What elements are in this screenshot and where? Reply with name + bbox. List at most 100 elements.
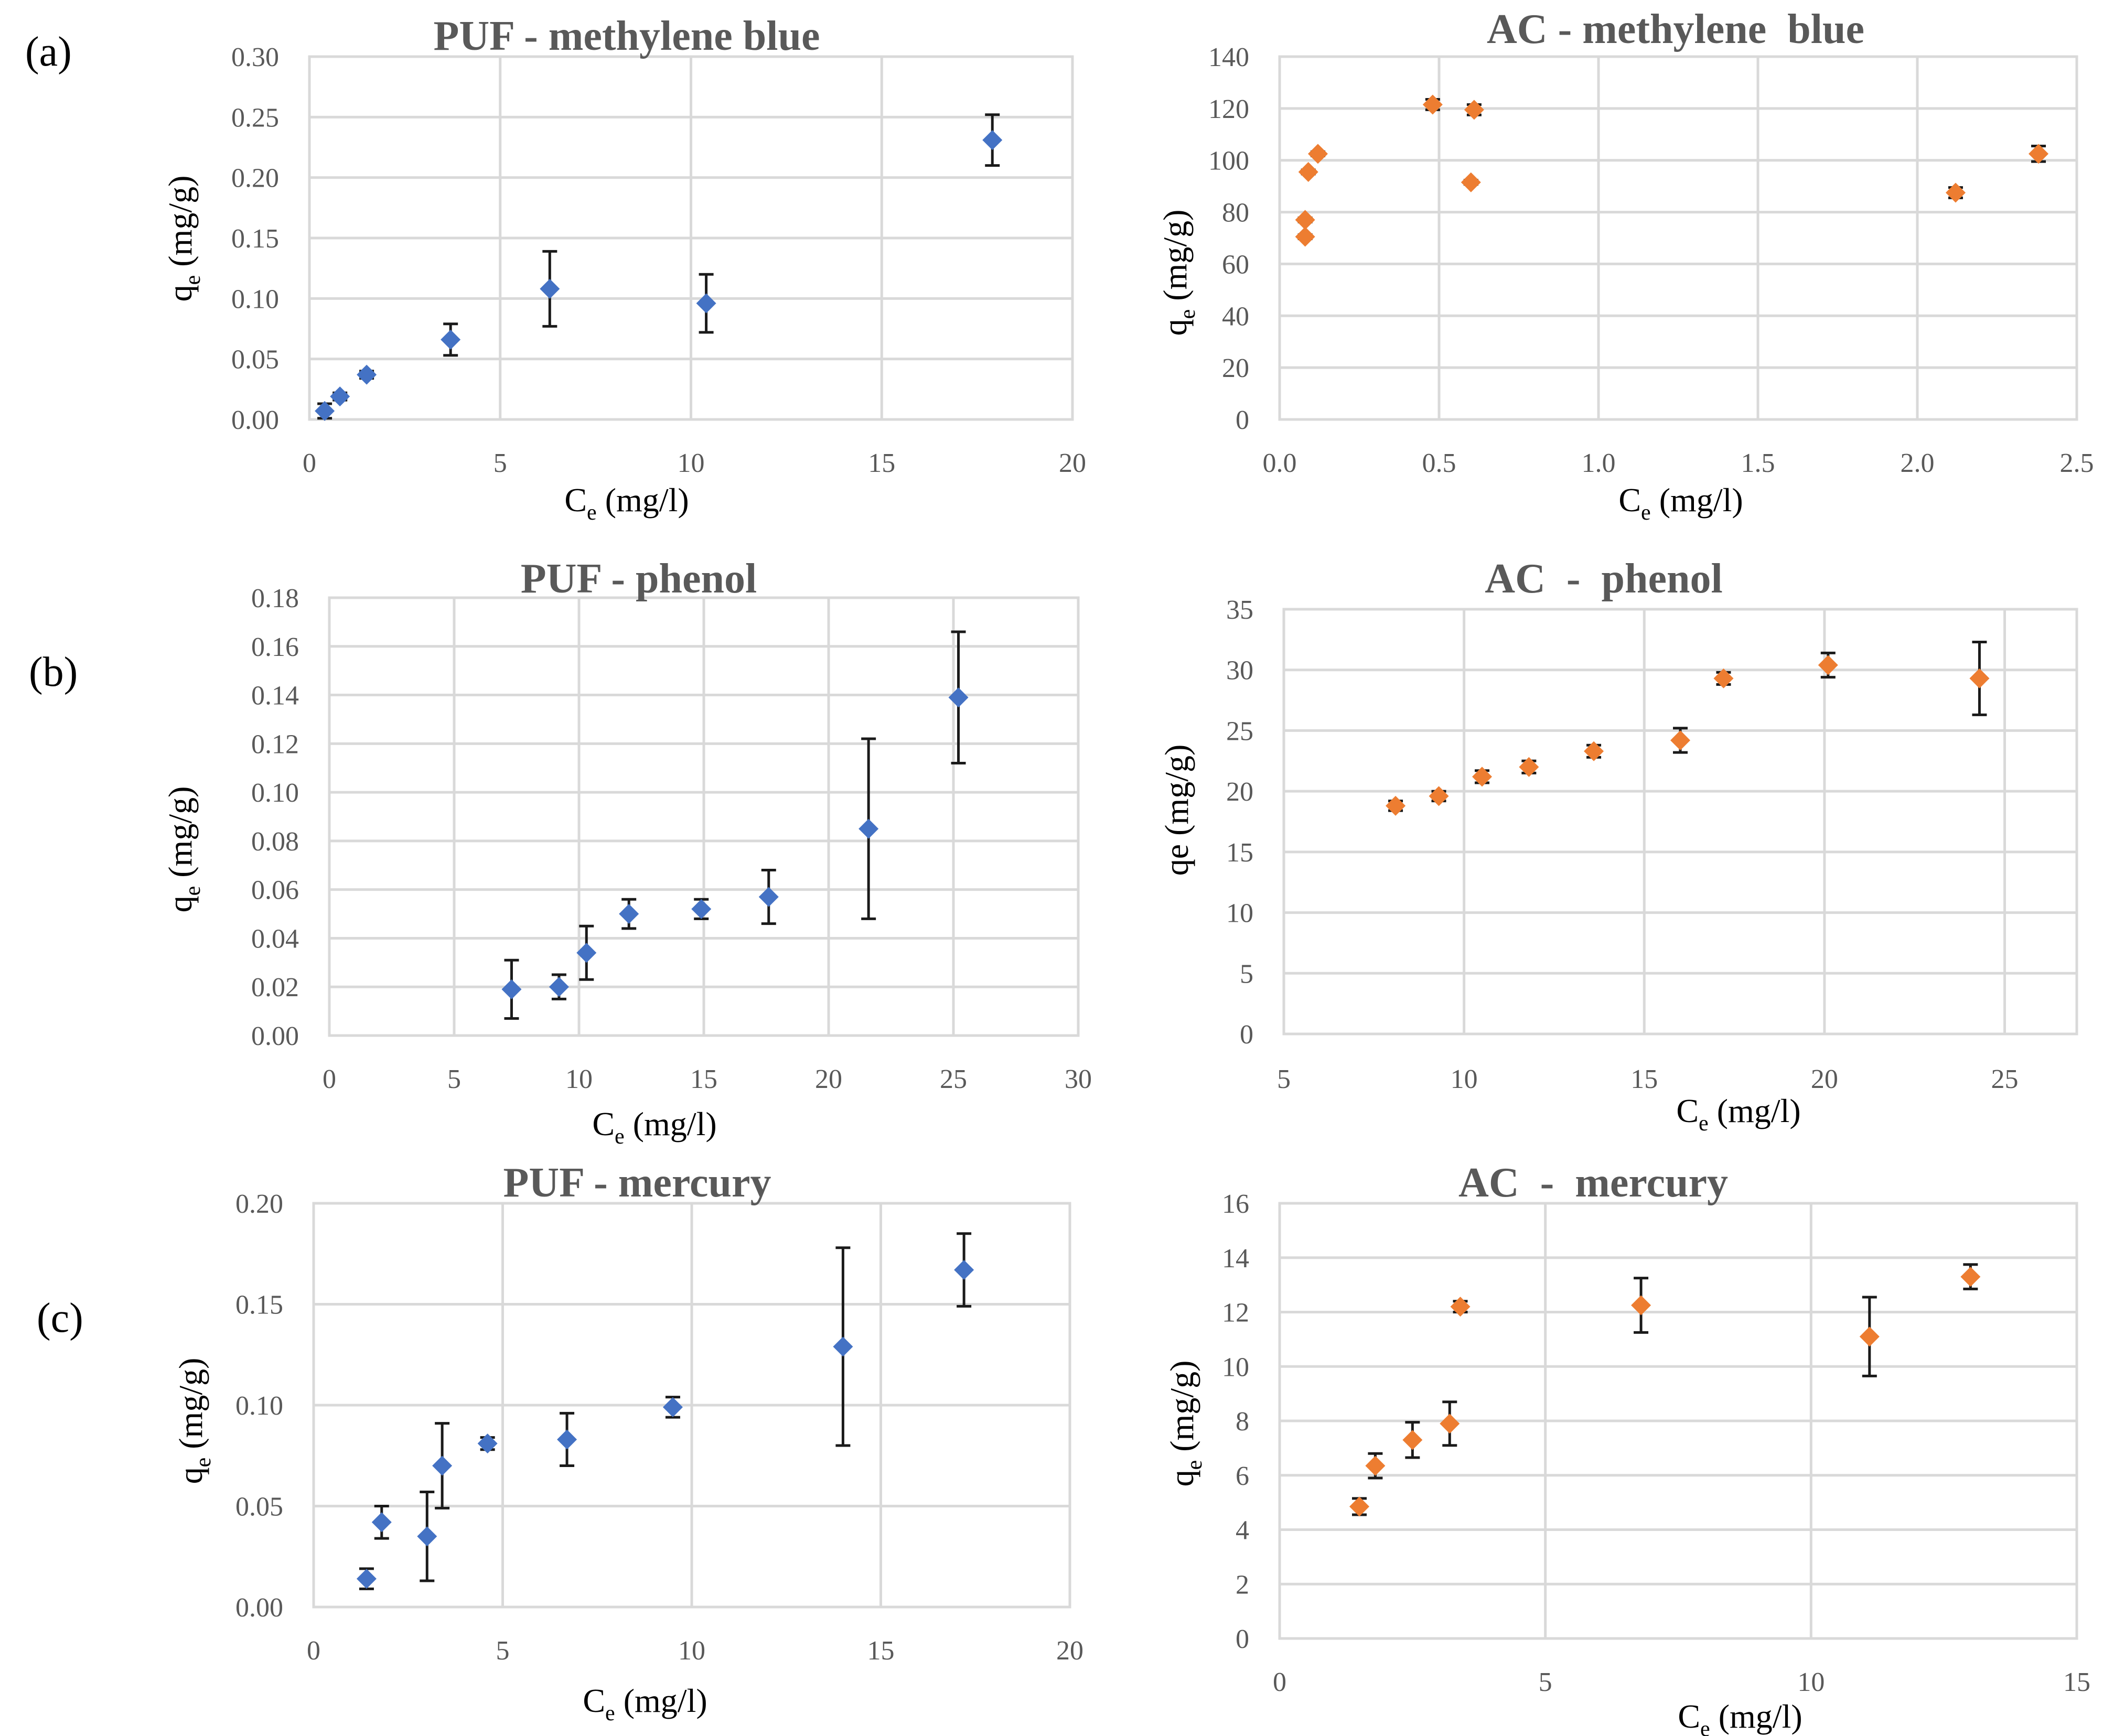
data-point — [1969, 668, 1990, 688]
y-tick-label: 0.08 — [251, 827, 299, 857]
data-point — [1349, 1496, 1369, 1517]
y-tick-label: 0.00 — [251, 1021, 299, 1051]
y-tick-label: 0.10 — [231, 284, 279, 314]
data-point — [549, 977, 569, 997]
x-tick-label: 5 — [1277, 1064, 1291, 1094]
plot-frame — [308, 55, 1074, 421]
x-tick-label: 1.0 — [1582, 448, 1616, 478]
x-tick-label: 0 — [1273, 1667, 1286, 1697]
x-axis-label-units: (mg/l) — [1710, 1698, 1802, 1735]
data-point — [1584, 741, 1604, 761]
y-tick-label: 0.05 — [231, 345, 279, 375]
y-tick-label: 0 — [1236, 1624, 1249, 1654]
x-axis-label-subscript: e — [1700, 1717, 1710, 1736]
x-axis-label-main: C — [1676, 1092, 1699, 1129]
x-tick-label: 2.5 — [2060, 448, 2094, 478]
y-axis-label-main: q — [162, 285, 199, 301]
x-axis-label-subscript: e — [615, 1125, 625, 1149]
chart-title: AC - methylene blue — [1487, 6, 1864, 52]
y-axis-label: qe (mg/g) — [1163, 1361, 1207, 1487]
y-tick-label: 0.00 — [235, 1593, 283, 1623]
y-axis-label-units: (mg/g) — [1156, 210, 1194, 309]
x-tick-label: 5 — [447, 1064, 461, 1094]
data-point — [1472, 767, 1492, 787]
y-axis-label-units: (mg/g) — [1163, 1361, 1200, 1460]
y-tick-label: 0.04 — [251, 924, 299, 954]
y-tick-label: 0.20 — [231, 164, 279, 193]
data-point — [1960, 1267, 1981, 1287]
data-point — [557, 1429, 577, 1450]
data-point — [954, 1260, 974, 1280]
chart-title: PUF - methylene blue — [434, 13, 820, 59]
y-axis-label-subscript: e — [181, 275, 205, 285]
y-tick-label: 0.12 — [251, 729, 299, 759]
x-axis-label-units: (mg/l) — [615, 1682, 707, 1719]
chart-puf-phenol: 0.00 0.02 0.04 0.06 0.08 0.10 0.12 0.14 0.16 0.18… — [162, 556, 1092, 1149]
y-tick-label: 6 — [1236, 1461, 1249, 1491]
y-tick-label: 14 — [1222, 1244, 1249, 1274]
data-point — [696, 293, 716, 314]
x-axis-label-subscript: e — [605, 1701, 615, 1726]
x-tick-label: 10 — [1797, 1667, 1825, 1697]
y-tick-label: 0.06 — [251, 876, 299, 905]
data-point — [417, 1526, 437, 1547]
x-tick-label: 25 — [1991, 1064, 2019, 1094]
y-tick-label: 0 — [1236, 405, 1249, 435]
data-point — [477, 1433, 498, 1454]
y-tick-label: 100 — [1208, 146, 1249, 176]
y-tick-label: 15 — [1226, 838, 1253, 868]
data-point — [1631, 1295, 1651, 1316]
x-tick-label: 0.5 — [1422, 448, 1456, 478]
y-axis-label-subscript: e — [1183, 1460, 1207, 1470]
x-tick-label: 5 — [496, 1636, 510, 1666]
data-point — [691, 899, 712, 919]
y-axis-label-main: q — [1163, 1470, 1200, 1486]
data-point — [662, 1397, 683, 1417]
y-axis-label: qe (mg/g) — [162, 786, 205, 913]
chart-puf-mercury: 0.00 0.05 0.10 0.15 0.20 0 5 10 15 20 PUF - mercur… — [172, 1160, 1083, 1726]
data-point — [330, 386, 350, 407]
y-tick-label: 60 — [1222, 250, 1249, 279]
data-point — [758, 887, 779, 907]
data-point — [371, 1512, 392, 1533]
x-axis-label: Ce (mg/l) — [1618, 481, 1743, 525]
data-point — [1464, 100, 1484, 120]
x-tick-label: 10 — [565, 1064, 593, 1094]
data-point — [576, 943, 597, 963]
y-tick-label: 0 — [1240, 1020, 1253, 1050]
data-point — [315, 401, 335, 421]
data-point — [441, 329, 461, 350]
y-tick-label: 0.14 — [251, 681, 299, 711]
y-tick-label: 0.02 — [251, 973, 299, 1002]
plot-frame — [1278, 55, 2078, 421]
y-tick-label: 8 — [1236, 1407, 1249, 1437]
y-tick-label: 80 — [1222, 198, 1249, 228]
y-tick-label: 0.20 — [235, 1189, 283, 1219]
x-axis-label-subscript: e — [587, 501, 597, 525]
y-tick-label: 120 — [1208, 94, 1249, 124]
y-axis-label-subscript: e — [181, 886, 205, 896]
y-axis-label-units: (mg/g) — [172, 1358, 209, 1458]
y-tick-label: 20 — [1222, 353, 1249, 383]
data-point — [1402, 1430, 1423, 1450]
data-point — [1519, 757, 1539, 777]
x-axis-label-main: C — [583, 1682, 605, 1719]
x-tick-label: 5 — [493, 448, 507, 478]
x-axis-label-subscript: e — [1641, 501, 1651, 525]
panel-label-b: (b) — [29, 649, 78, 695]
y-axis-label-subscript: e — [191, 1458, 216, 1468]
y-tick-label: 0.16 — [251, 632, 299, 662]
data-point — [1670, 730, 1690, 750]
y-tick-label: 0.10 — [251, 778, 299, 808]
x-axis-label: Ce (mg/l) — [583, 1682, 707, 1726]
y-tick-label: 0.18 — [251, 584, 299, 613]
y-axis-label: qe (mg/g) — [1156, 210, 1200, 336]
x-tick-label: 15 — [690, 1064, 717, 1094]
x-tick-label: 0 — [303, 448, 316, 478]
chart-ac-mercury: 0 2 4 6 8 10 12 14 16 0 5 10 15 AC - mercury Ce (mg/l)… — [1163, 1160, 2090, 1736]
data-point — [1422, 94, 1443, 115]
chart-title: PUF - phenol — [521, 556, 757, 602]
y-axis-label: qe (mg/g) — [172, 1358, 216, 1484]
